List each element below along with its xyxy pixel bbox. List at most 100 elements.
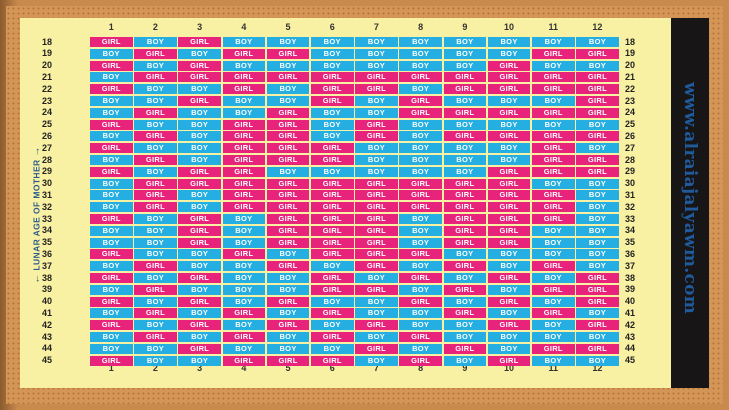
chart-cell: GIRL [311, 225, 354, 236]
chart-cell: GIRL [178, 166, 221, 177]
chart-cell: BOY [487, 284, 531, 295]
chart-cell: BOY [266, 37, 310, 47]
chart-cell: BOY [355, 60, 398, 71]
chart-cell: BOY [443, 166, 487, 177]
month-bottom-label: 7 [373, 363, 379, 373]
chart-cell: GIRL [443, 178, 487, 189]
chart-cell: GIRL [355, 225, 398, 236]
age-left-label: 29 [41, 166, 52, 177]
chart-cell: GIRL [90, 320, 133, 331]
chart-cell: GIRL [134, 202, 177, 213]
chart-cell: BOY [266, 166, 310, 177]
chart-cell: GIRL [222, 119, 266, 130]
chart-cell: GIRL [487, 178, 531, 189]
chart-cell: BOY [90, 343, 133, 354]
age-left-label: 38 [41, 272, 52, 283]
chart-cell: BOY [399, 131, 442, 142]
chart-cell: GIRL [311, 308, 354, 319]
chart-cell: BOY [532, 296, 575, 307]
chart-cell: BOY [222, 60, 266, 71]
chart-cell: GIRL [178, 343, 221, 354]
age-left-label: 25 [41, 119, 52, 130]
chart-cell: BOY [311, 320, 354, 331]
chart-cell: BOY [178, 308, 221, 319]
chart-cell: BOY [576, 237, 619, 248]
chart-cell: BOY [178, 143, 221, 154]
chart-cell: GIRL [532, 48, 575, 59]
chart-cell: GIRL [222, 72, 266, 83]
chart-cell: GIRL [443, 308, 487, 319]
chart-cell: BOY [443, 143, 487, 154]
chart-cell: GIRL [355, 320, 398, 331]
website-panel [671, 18, 709, 388]
chart-cell: GIRL [399, 178, 442, 189]
month-bottom-label: 9 [462, 363, 468, 373]
chart-cell: GIRL [399, 273, 442, 283]
chart-cell: GIRL [222, 131, 266, 142]
chart-cell: BOY [90, 225, 133, 236]
chart-cell: GIRL [487, 202, 531, 213]
chart-cell: GIRL [399, 355, 442, 366]
chart-cell: BOY [90, 107, 133, 118]
chart-cell: GIRL [576, 343, 619, 354]
chart-cell: GIRL [311, 190, 354, 201]
chart-cell: BOY [399, 308, 442, 319]
chart-cell: BOY [222, 107, 266, 118]
chart-cell: GIRL [134, 107, 177, 118]
chart-cell: BOY [311, 119, 354, 130]
chart-cell: BOY [266, 273, 310, 283]
chart-cell: GIRL [134, 308, 177, 319]
chart-cell: GIRL [90, 37, 133, 47]
chart-cell: BOY [134, 320, 177, 331]
chart-cell: BOY [576, 261, 619, 272]
chart-cell: BOY [90, 178, 133, 189]
chart-cell: GIRL [311, 155, 354, 165]
chart-cell: GIRL [576, 96, 619, 106]
chart-cell: BOY [355, 143, 398, 154]
chart-cell: BOY [355, 296, 398, 307]
chart-cell: BOY [576, 119, 619, 130]
chart-cell: BOY [311, 107, 354, 118]
chart-cell: GIRL [487, 237, 531, 248]
age-right-label: 18 [624, 36, 635, 47]
chart-cell: GIRL [266, 237, 310, 248]
chart-cell: BOY [355, 155, 398, 165]
chart-cell: BOY [355, 332, 398, 342]
chart-cell: BOY [443, 249, 487, 260]
chart-cell: BOY [576, 214, 619, 224]
chart-cell: GIRL [311, 249, 354, 260]
chart-cell: GIRL [355, 72, 398, 83]
chart-cell: BOY [443, 355, 487, 366]
chart-cell: BOY [487, 332, 531, 342]
chart-cell: GIRL [576, 131, 619, 142]
chart-cell: GIRL [399, 96, 442, 106]
chart-cell: BOY [266, 96, 310, 106]
chart-cell: GIRL [532, 308, 575, 319]
chart-cell: BOY [532, 237, 575, 248]
chart-cell: BOY [532, 320, 575, 331]
chart-cell: GIRL [222, 202, 266, 213]
age-left-label: 18 [41, 36, 52, 47]
age-left-label: 24 [41, 107, 52, 118]
chart-cell: GIRL [311, 214, 354, 224]
chart-cell: GIRL [532, 284, 575, 295]
chart-cell: GIRL [487, 190, 531, 201]
chart-cell: GIRL [487, 166, 531, 177]
chart-cell: BOY [178, 107, 221, 118]
chart-cell: GIRL [266, 261, 310, 272]
chart-cell: GIRL [532, 190, 575, 201]
chart-cell: BOY [222, 225, 266, 236]
chart-cell: GIRL [178, 320, 221, 331]
chart-cell: BOY [178, 48, 221, 59]
chart-cell: BOY [266, 284, 310, 295]
chart-cell: GIRL [487, 131, 531, 142]
age-left-label: 39 [41, 284, 52, 295]
chart-cell: BOY [178, 155, 221, 165]
chart-cell: BOY [532, 225, 575, 236]
chart-cell: GIRL [134, 332, 177, 342]
chart-cell: GIRL [311, 72, 354, 83]
chart-cell: BOY [399, 237, 442, 248]
chart-cell: BOY [134, 119, 177, 130]
chart-cell: GIRL [90, 355, 133, 366]
chart-cell: BOY [222, 237, 266, 248]
